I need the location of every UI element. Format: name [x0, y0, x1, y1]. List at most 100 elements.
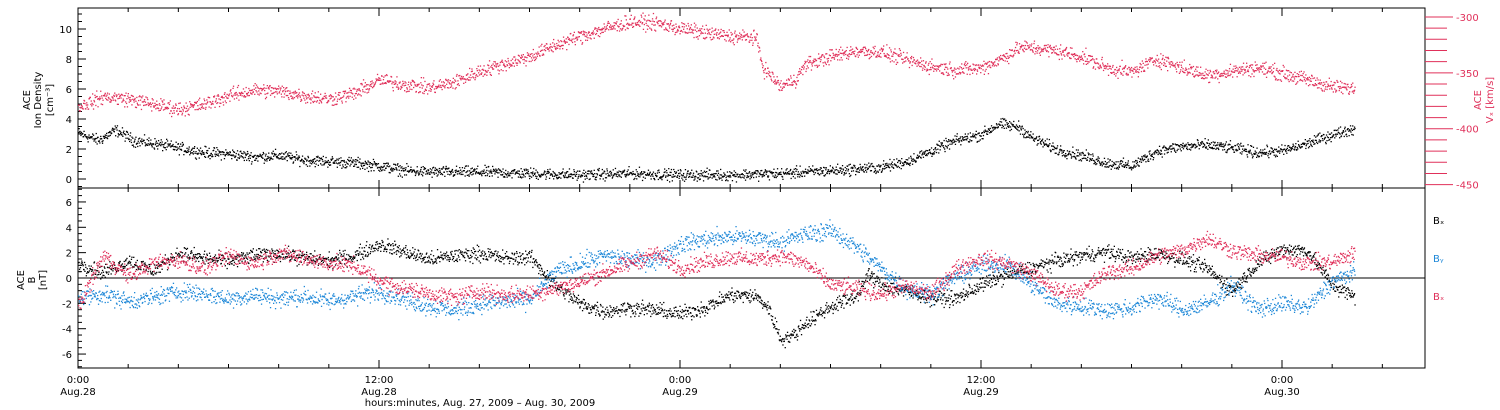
- vx-point: [574, 41, 576, 43]
- ion_density-point: [1204, 138, 1206, 140]
- vx-point: [583, 34, 585, 36]
- vx-point: [640, 14, 642, 16]
- ion_density-point: [626, 170, 628, 173]
- vx-point: [494, 65, 496, 67]
- vx-point: [523, 58, 525, 60]
- vx-point: [942, 72, 944, 74]
- vx-point: [890, 51, 892, 53]
- ion_density-point: [1321, 138, 1324, 140]
- ion_density-point: [969, 132, 971, 134]
- vx-point: [609, 26, 611, 28]
- vx-point: [991, 65, 994, 67]
- ion_density-point: [490, 169, 492, 171]
- ion_density-point: [887, 166, 889, 168]
- vx-point: [504, 60, 506, 62]
- vx-point: [609, 26, 611, 29]
- ion_density-point: [1108, 165, 1111, 167]
- ion_density-point: [1001, 127, 1003, 129]
- ion_density-point: [458, 173, 460, 175]
- ion_density-point: [441, 172, 443, 175]
- vx-point: [952, 74, 954, 77]
- ion_density-point: [899, 162, 901, 165]
- ion_density-point: [462, 173, 464, 176]
- ion_density-point: [956, 133, 958, 135]
- ion_density-point: [973, 136, 975, 138]
- vx-point: [964, 62, 966, 64]
- ion_density-point: [413, 169, 415, 171]
- ion_density-point: [992, 127, 994, 129]
- ion_density-point: [105, 137, 107, 139]
- vx-point: [530, 57, 533, 59]
- ion_density-point: [83, 130, 85, 132]
- vx-point: [640, 21, 642, 23]
- ion_density-point: [1331, 136, 1333, 139]
- ion_density-point: [1182, 148, 1185, 150]
- vx-point: [659, 20, 661, 22]
- vx-point: [245, 95, 247, 98]
- vx-point: [740, 34, 743, 36]
- ion_density-point: [808, 170, 810, 172]
- ion_density-point: [673, 175, 675, 178]
- ion_density-point: [926, 150, 929, 152]
- ion_density-point: [278, 154, 280, 156]
- ion_density-point: [511, 170, 514, 172]
- vx-point: [134, 99, 136, 101]
- ion_density-point: [1003, 118, 1005, 121]
- ion_density-point: [250, 152, 252, 154]
- ion_density-point: [135, 136, 137, 138]
- vx-point: [738, 35, 740, 37]
- vx-point: [257, 87, 259, 89]
- vx-point: [718, 33, 720, 35]
- ion_density-point: [1245, 150, 1247, 152]
- vx-point: [259, 88, 261, 90]
- vx-point: [183, 105, 185, 107]
- ion_density-point: [764, 171, 766, 173]
- ion_density-point: [873, 171, 875, 173]
- ion_density-point: [786, 168, 788, 170]
- vx-point: [687, 32, 689, 34]
- vx-point: [925, 61, 927, 63]
- vx-point: [134, 97, 136, 100]
- ion_density-point: [976, 140, 979, 143]
- vx-point: [449, 83, 451, 85]
- vx-point: [689, 26, 692, 29]
- ion_density-point: [632, 170, 634, 173]
- ion_density-point: [846, 168, 848, 170]
- ion_density-point: [562, 174, 565, 177]
- vx-point: [233, 94, 235, 96]
- vx-point: [728, 29, 730, 31]
- vx-point: [715, 33, 717, 35]
- top-left-tick-label: 10: [59, 25, 72, 36]
- vx-point: [829, 55, 831, 57]
- vx-point: [968, 68, 970, 70]
- vx-point: [706, 28, 708, 30]
- vx-point: [533, 57, 535, 59]
- vx-point: [590, 38, 592, 40]
- ion_density-point: [212, 155, 214, 158]
- vx-point: [292, 96, 294, 98]
- ion_density-point: [1142, 158, 1144, 161]
- ion_density-point: [268, 156, 270, 159]
- ion_density-point: [1339, 137, 1341, 139]
- vx-point: [482, 68, 484, 70]
- vx-point: [193, 104, 195, 106]
- ion_density-point: [537, 178, 539, 180]
- ion_density-point: [816, 168, 818, 170]
- vx-point: [157, 107, 160, 110]
- vx-point: [931, 58, 933, 60]
- vx-point: [246, 94, 248, 96]
- vx-point: [524, 60, 526, 62]
- ion_density-point: [319, 157, 321, 160]
- vx-point: [976, 73, 978, 75]
- ion_density-point: [272, 158, 274, 160]
- vx-point: [317, 96, 319, 98]
- vx-point: [673, 24, 675, 26]
- vx-point: [334, 98, 336, 100]
- vx-point: [91, 105, 93, 107]
- ion_density-point: [167, 143, 169, 145]
- vx-point: [722, 35, 724, 37]
- ion_density-point: [558, 176, 561, 178]
- vx-point: [653, 21, 655, 23]
- ion_density-point: [141, 143, 143, 145]
- ion_density-point: [157, 148, 159, 150]
